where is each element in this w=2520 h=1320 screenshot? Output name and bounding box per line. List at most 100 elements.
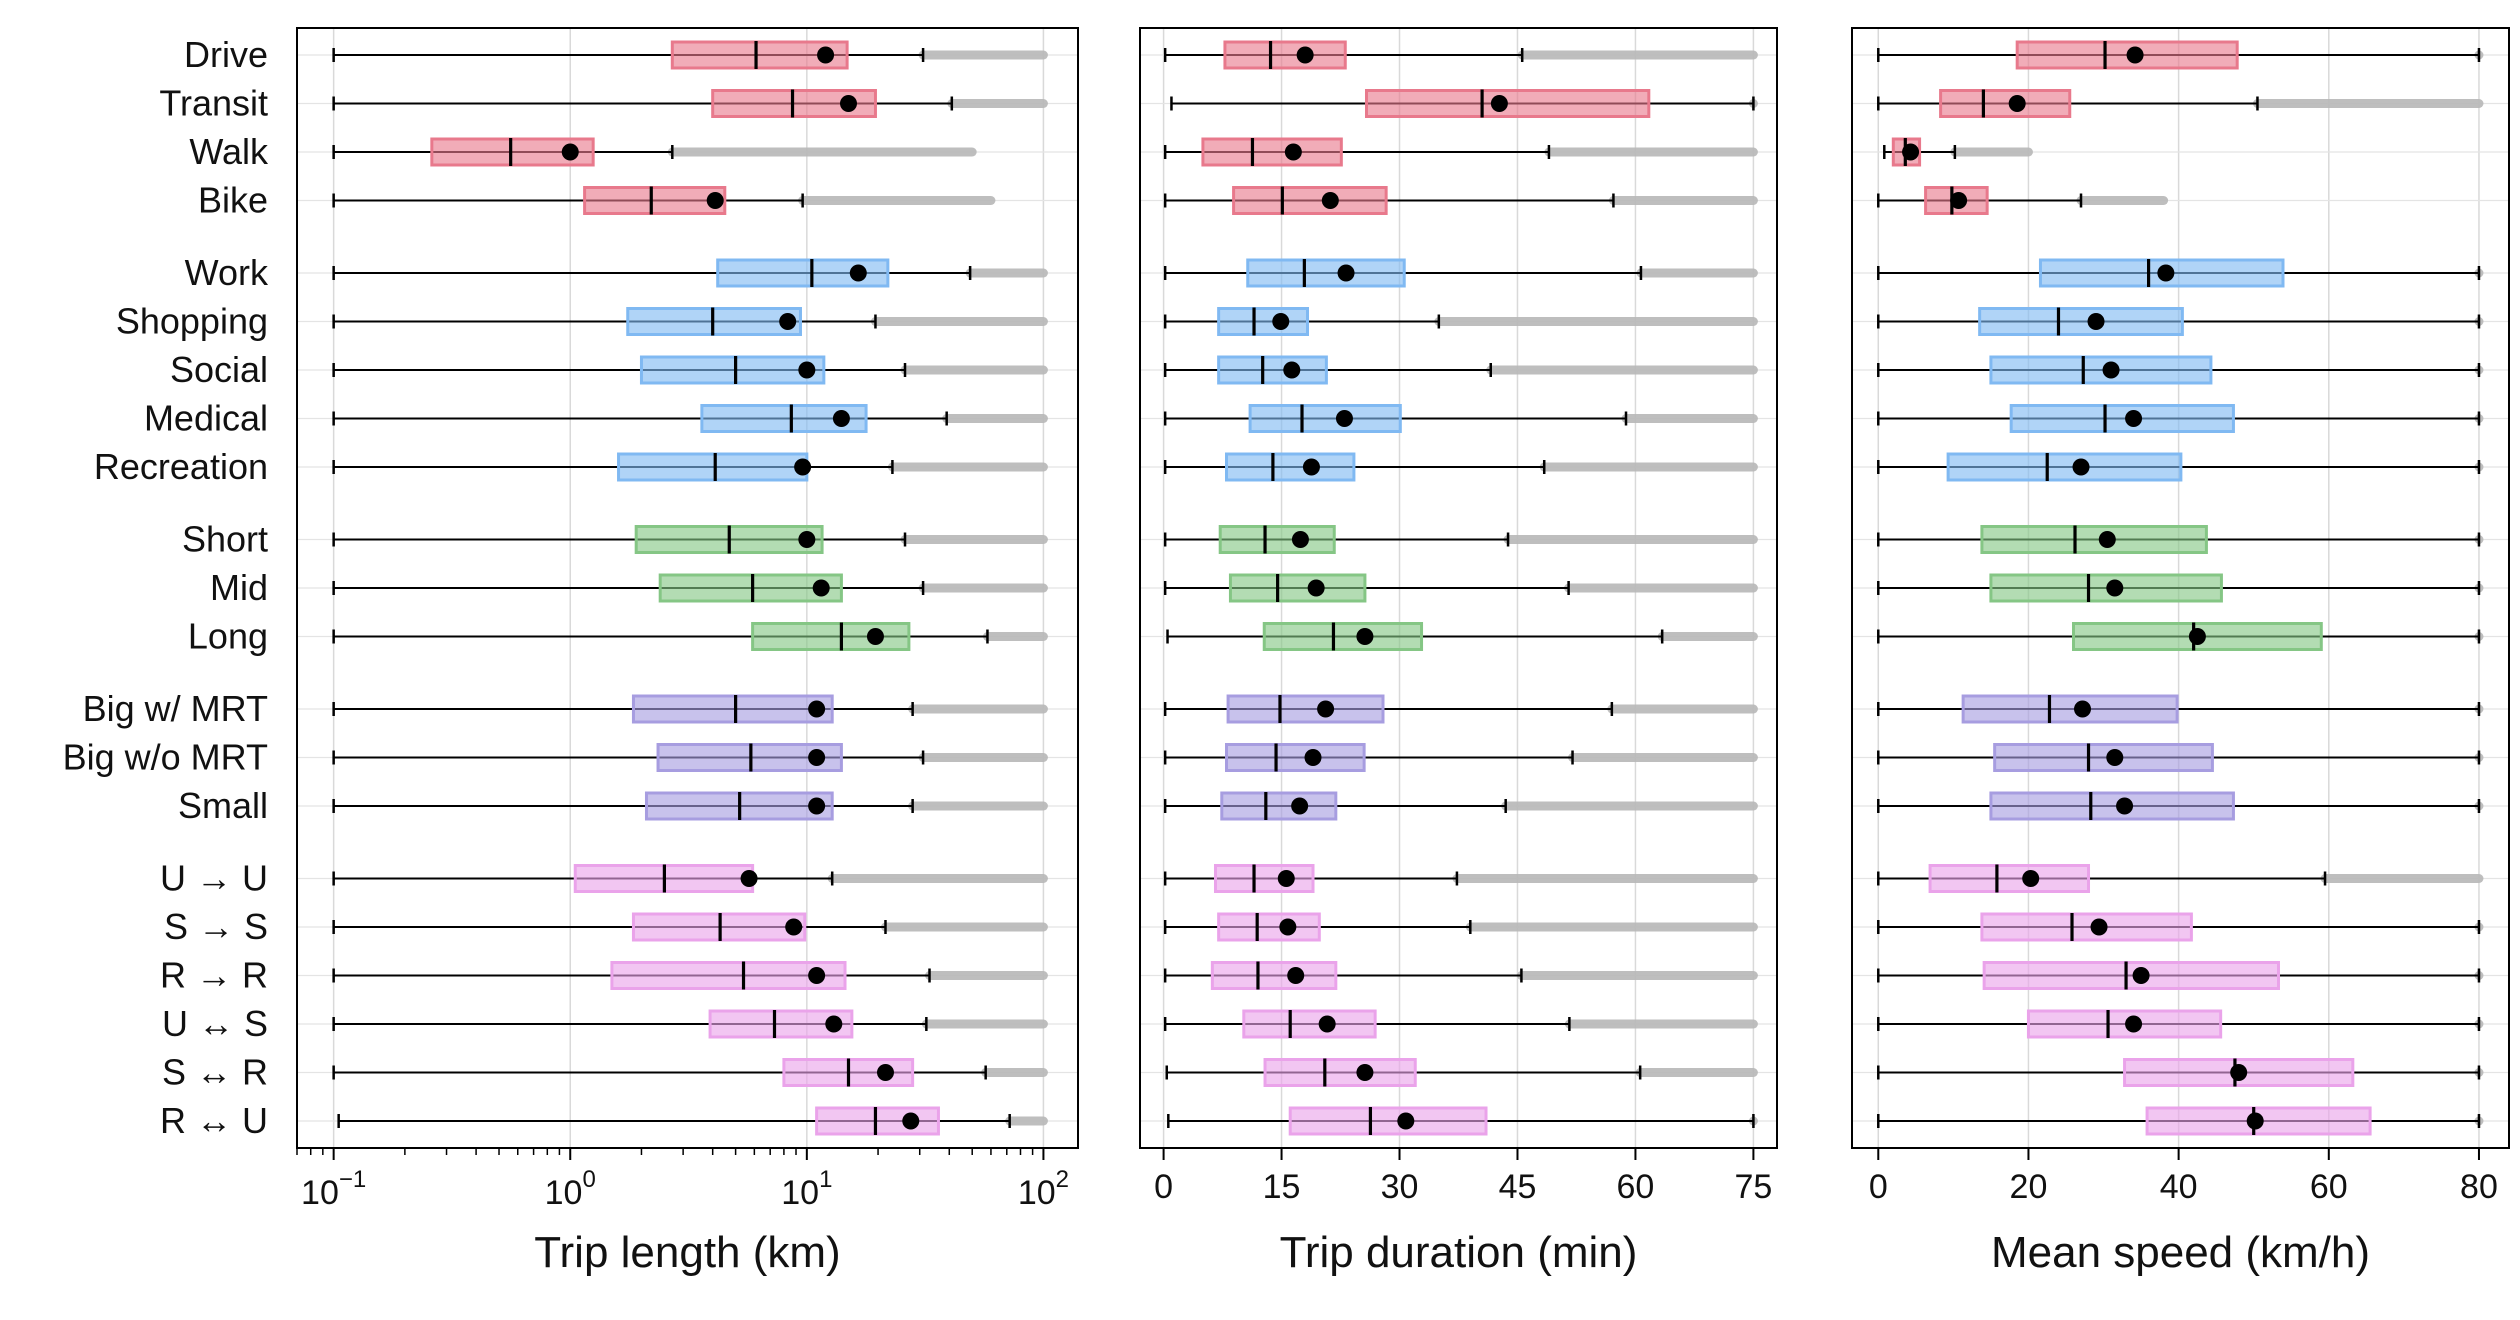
mean-point [2072, 458, 2090, 476]
mean-point [1272, 313, 1290, 330]
box-shopping [332, 307, 1048, 336]
box-recreation [1877, 452, 2484, 482]
mean-point [1302, 458, 1320, 476]
category-label-work: Work [185, 252, 269, 293]
tick-label: 100 [545, 1166, 596, 1212]
mean-point [706, 192, 724, 209]
mean-point [1277, 870, 1295, 887]
category-label-drive: Drive [184, 34, 268, 75]
box-u-both-s [1877, 1009, 2484, 1039]
iqr-box [631, 694, 834, 724]
iqr-box [1213, 864, 1315, 893]
box-walk [1883, 137, 2033, 167]
mean-point [808, 700, 826, 718]
tick-label: 80 [2460, 1168, 2498, 1206]
mean-point [1291, 797, 1309, 815]
mean-point [808, 967, 826, 984]
iqr-box [1217, 912, 1321, 942]
box-s-both-r [332, 1058, 1048, 1087]
box-s-both-r [1165, 1058, 1758, 1087]
box-transit [332, 89, 1048, 118]
tick-label: 60 [1617, 1168, 1655, 1206]
box-walk [1163, 137, 1758, 167]
iqr-box [1263, 1058, 1417, 1087]
box-big-w-o-mrt [1163, 743, 1758, 772]
tick-label: 60 [2310, 1168, 2348, 1206]
tick-label-base: 10 [1018, 1174, 1056, 1212]
iqr-box [1928, 864, 2091, 893]
mean-point [2246, 1112, 2264, 1130]
mean-point [2090, 918, 2108, 936]
box-drive [1877, 40, 2484, 70]
mean-point [1950, 192, 1968, 209]
tick-label-exponent: −1 [339, 1166, 366, 1193]
iqr-box [1228, 573, 1367, 603]
box-transit [1877, 89, 2484, 118]
mean-point [779, 313, 797, 330]
mean-point [2125, 1015, 2143, 1033]
mean-point [1283, 361, 1301, 379]
category-label-r-to-r: R → R [160, 955, 268, 996]
iqr-box [1993, 743, 2214, 772]
box-r-to-r [332, 961, 1048, 990]
box-u-both-s [332, 1009, 1048, 1039]
category-label-medical: Medical [144, 398, 268, 439]
box-short [1163, 525, 1758, 554]
iqr-box [1217, 307, 1310, 336]
iqr-box [617, 452, 809, 482]
iqr-box [1939, 89, 2072, 118]
box-drive [1163, 40, 1758, 70]
category-label-mid: Mid [210, 567, 268, 608]
iqr-box [658, 573, 843, 603]
axes-frame [296, 27, 1079, 1149]
mean-point [1321, 192, 1339, 209]
mean-point [817, 46, 835, 64]
mean-point [1318, 1015, 1336, 1033]
box-mid [1163, 573, 1758, 603]
iqr-box [1989, 573, 2223, 603]
box-r-to-r [1163, 961, 1758, 990]
mean-point [1356, 1064, 1374, 1081]
box-long [1166, 622, 1758, 651]
box-small [1877, 791, 2484, 821]
mean-speed-panel: 0 20 40 60 80 Mean speed (km/h) [1851, 27, 2510, 1277]
box-work [1877, 258, 2484, 288]
iqr-box [1210, 961, 1338, 990]
iqr-box [1288, 1106, 1488, 1136]
iqr-box [1982, 961, 2280, 990]
iqr-box [1225, 452, 1356, 482]
iqr-box [1961, 694, 2179, 724]
mean-point [1902, 143, 1920, 161]
mean-point [2188, 628, 2206, 645]
mean-point [1490, 95, 1508, 112]
iqr-box [1989, 791, 2235, 821]
box-s-to-s [1877, 912, 2484, 942]
mean-point [2106, 579, 2124, 597]
iqr-box [1220, 791, 1338, 821]
tick-label-exponent: 0 [582, 1166, 595, 1193]
box-shopping [1163, 307, 1758, 336]
mean-point [2157, 264, 2175, 282]
mean-point [2008, 95, 2026, 112]
iqr-box [1248, 404, 1402, 433]
tick-label: 15 [1263, 1168, 1301, 1206]
mean-point [2125, 410, 2143, 427]
iqr-box [1246, 258, 1406, 288]
category-label-r-both-u: R ↔ U [160, 1100, 268, 1141]
mean-point [2116, 797, 2134, 815]
tick-label: 30 [1381, 1168, 1419, 1206]
mean-point [832, 410, 850, 427]
mean-point [2087, 313, 2105, 330]
tick-label-exponent: 1 [819, 1166, 832, 1193]
box-small [332, 791, 1048, 821]
category-label-short: Short [182, 519, 268, 560]
iqr-box [751, 622, 911, 651]
box-bike [1163, 186, 1758, 215]
category-label-social: Social [170, 349, 268, 390]
box-medical [1163, 404, 1758, 433]
category-label-walk: Walk [189, 131, 269, 172]
mean-point [1279, 918, 1297, 936]
mean-point [1356, 628, 1374, 645]
box-big-w-mrt [1877, 694, 2484, 724]
mean-point [2132, 967, 2150, 984]
